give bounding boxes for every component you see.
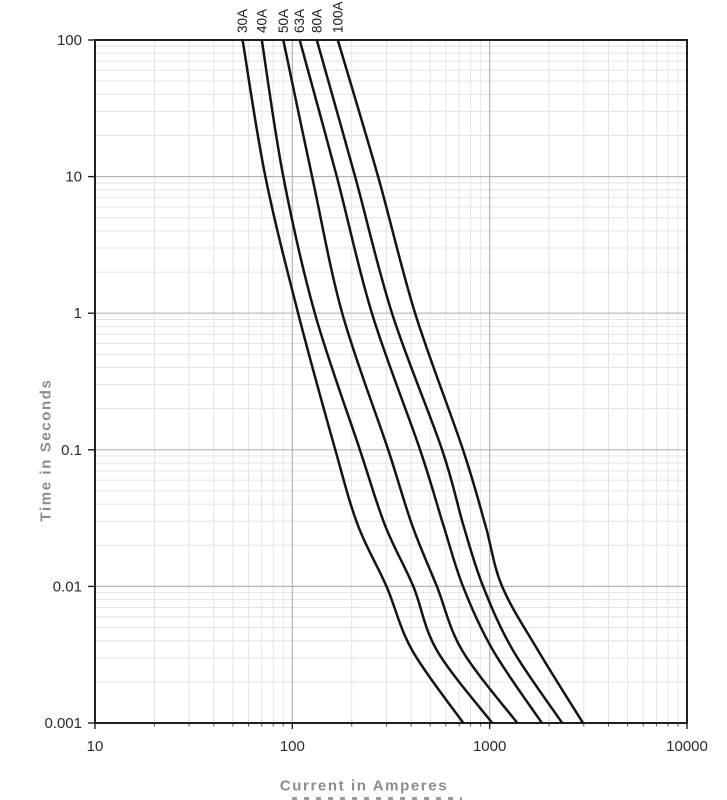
curve-label-30A: 30A	[235, 9, 250, 33]
curve-50A	[282, 39, 519, 724]
y-tick-label: 0.01	[53, 578, 82, 595]
y-axis-title: Time in Seconds	[37, 378, 55, 522]
y-tick-label: 0.1	[61, 442, 82, 459]
x-tick-label: 10000	[666, 738, 708, 755]
x-axis-title: Current in Amperes	[279, 777, 449, 795]
y-tick-label: 10	[65, 169, 82, 186]
x-tick-label: 10	[87, 738, 104, 755]
curve-63A	[298, 39, 543, 724]
x-tick-label: 1000	[473, 738, 506, 755]
curve-label-100A: 100A	[330, 1, 345, 33]
curve-label-40A: 40A	[254, 9, 269, 33]
y-tick-label: 1	[74, 305, 82, 322]
plot-border	[94, 39, 688, 724]
curve-label-80A: 80A	[309, 9, 324, 33]
cropped-text-artifact	[292, 797, 462, 800]
curve-40A	[260, 39, 494, 724]
curve-label-50A: 50A	[276, 9, 291, 33]
curve-80A	[315, 39, 564, 724]
x-tick-label: 100	[280, 738, 305, 755]
curve-100A	[336, 39, 585, 724]
y-tick-label: 0.001	[44, 715, 82, 732]
curve-label-63A: 63A	[292, 9, 307, 33]
y-tick-label: 100	[57, 32, 82, 49]
curve-30A	[241, 39, 465, 724]
